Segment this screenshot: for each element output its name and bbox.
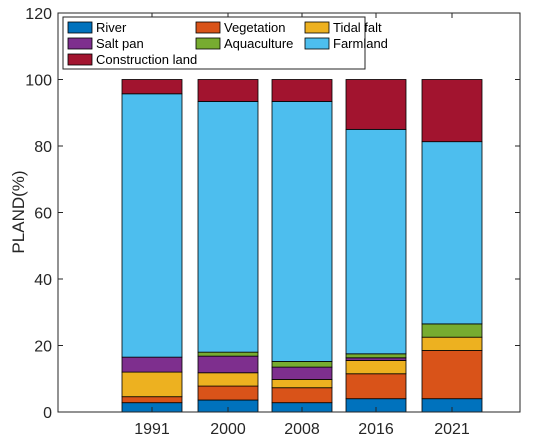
bar-segment-tidal-falt-2021: [421, 336, 483, 351]
legend-swatch-river: [67, 21, 93, 34]
y-tick-label-40: 40: [34, 272, 52, 289]
bar-segment-vegetation-2008: [271, 387, 333, 404]
legend-swatch-construction-land: [67, 53, 93, 66]
bar-segment-farmland-2021: [421, 141, 483, 325]
x-tick-label-2016: 2016: [358, 421, 394, 438]
bar-segment-salt-pan-2008: [271, 366, 333, 380]
bar-segment-salt-pan-2000: [197, 355, 259, 374]
bar-segment-aquaculture-2000: [197, 351, 259, 357]
y-tick-label-80: 80: [34, 139, 52, 156]
bar-segment-farmland-2008: [271, 101, 333, 362]
bar-segment-farmland-1991: [121, 93, 183, 358]
legend-label-river: River: [96, 20, 127, 35]
bar-segment-vegetation-2000: [197, 385, 259, 401]
bar-segment-tidal-falt-1991: [121, 371, 183, 398]
legend-label-vegetation: Vegetation: [224, 20, 285, 35]
legend-label-salt-pan: Salt pan: [96, 36, 144, 51]
bar-segment-construction-land-2008: [271, 79, 333, 102]
legend-label-tidal-falt: Tidal falt: [333, 20, 382, 35]
legend-label-construction-land: Construction land: [96, 52, 197, 67]
bars-layer: [121, 79, 483, 413]
bar-segment-salt-pan-1991: [121, 356, 183, 373]
bar-segment-vegetation-1991: [121, 396, 183, 404]
bar-segment-aquaculture-2016: [345, 353, 407, 359]
bar-segment-vegetation-2021: [421, 350, 483, 400]
bar-segment-farmland-2016: [345, 128, 407, 355]
legend-label-farmland: Farmland: [333, 36, 388, 51]
legend-swatch-salt-pan: [67, 37, 93, 50]
x-tick-label-1991: 1991: [134, 421, 170, 438]
bar-segment-construction-land-2000: [197, 79, 259, 102]
legend-swatch-farmland: [304, 37, 330, 50]
legend-swatch-tidal-falt: [304, 21, 330, 34]
legend-swatch-vegetation: [195, 21, 221, 34]
legend-label-aquaculture: Aquaculture: [224, 36, 293, 51]
bar-segment-tidal-falt-2008: [271, 379, 333, 389]
y-tick-label-0: 0: [43, 405, 52, 422]
axis-ticks: [58, 12, 520, 413]
x-tick-label-2000: 2000: [210, 421, 246, 438]
bar-segment-aquaculture-2021: [421, 323, 483, 338]
bar-segment-farmland-2000: [197, 101, 259, 353]
legend: River Vegetation Tidal falt Salt pan Aquacul…: [62, 16, 388, 70]
bar-segment-construction-land-2021: [421, 79, 483, 143]
y-tick-label-60: 60: [34, 206, 52, 223]
y-tick-label-100: 100: [25, 73, 52, 90]
bar-segment-tidal-falt-2016: [345, 360, 407, 375]
x-tick-label-2021: 2021: [434, 421, 470, 438]
y-tick-label-120: 120: [25, 6, 52, 23]
bar-segment-construction-land-2016: [345, 79, 407, 130]
bar-segment-aquaculture-2008: [271, 361, 333, 368]
y-axis-title: PLAND(%): [9, 170, 28, 253]
bar-segment-construction-land-1991: [121, 79, 183, 95]
bar-segment-vegetation-2016: [345, 373, 407, 400]
y-tick-label-20: 20: [34, 339, 52, 356]
bar-segment-tidal-falt-2000: [197, 372, 259, 387]
axis-tick-labels: 0 20 40 60 80 100 120 1991 2000 2008 2016 2021: [25, 6, 470, 438]
x-tick-label-2008: 2008: [284, 421, 320, 438]
legend-swatch-aquaculture: [195, 37, 221, 50]
